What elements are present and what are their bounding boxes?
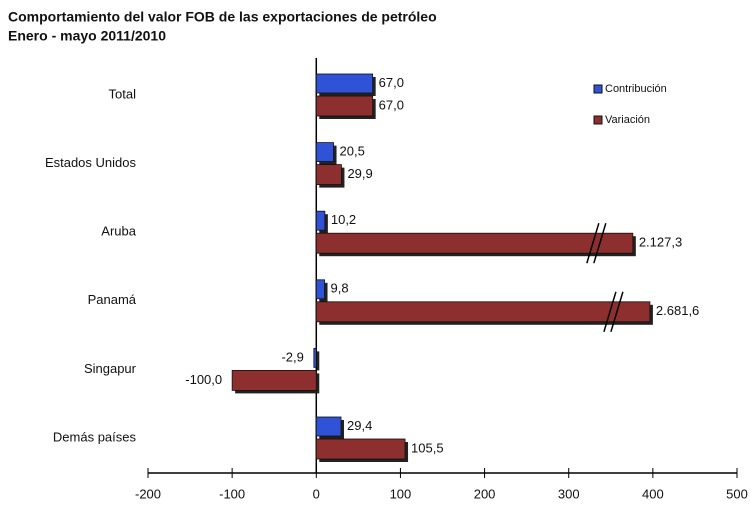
value-label: 67,0 <box>379 97 404 112</box>
x-tick-label: 300 <box>558 486 580 501</box>
bar <box>315 416 342 437</box>
legend-swatch <box>593 115 603 125</box>
category-label: Demás países <box>53 429 137 444</box>
x-tick-label: 200 <box>474 486 496 501</box>
category-label: Panamá <box>88 292 137 307</box>
bar <box>315 142 334 163</box>
value-label: -100,0 <box>185 372 222 387</box>
bar <box>315 164 342 186</box>
x-tick-label: 500 <box>726 486 748 501</box>
bar <box>313 347 317 368</box>
axis-break <box>593 222 607 264</box>
axis-break <box>603 291 617 333</box>
value-label: 10,2 <box>331 212 356 227</box>
bar <box>315 279 325 300</box>
bar <box>315 73 374 94</box>
value-label: 29,9 <box>347 166 372 181</box>
bar <box>231 369 317 391</box>
legend-label: Contribución <box>605 83 667 95</box>
value-label: 29,4 <box>347 418 372 433</box>
category-label: Aruba <box>101 224 136 239</box>
category-label: Estados Unidos <box>45 155 137 170</box>
x-tick-label: 0 <box>313 486 320 501</box>
bar <box>315 232 634 254</box>
bar <box>315 301 651 323</box>
chart-title: Comportamiento del valor FOB de las expo… <box>8 9 437 25</box>
x-tick-label: -100 <box>219 486 245 501</box>
axis-break <box>610 291 624 333</box>
bar <box>315 438 406 460</box>
value-label: 105,5 <box>411 440 444 455</box>
value-label: 2.127,3 <box>639 235 682 250</box>
value-label: -2,9 <box>281 349 303 364</box>
bar <box>315 95 374 117</box>
value-label: 67,0 <box>379 75 404 90</box>
bar-shadow <box>316 351 320 371</box>
x-tick-label: -200 <box>135 486 161 501</box>
axis-break <box>586 222 600 264</box>
x-tick-label: 400 <box>642 486 664 501</box>
category-label: Singapur <box>84 361 137 376</box>
bar <box>315 210 326 231</box>
value-label: 2.681,6 <box>656 303 699 318</box>
value-label: 9,8 <box>331 281 349 296</box>
category-label: Total <box>109 86 137 101</box>
legend-label: Variación <box>605 114 650 126</box>
x-tick-label: 100 <box>390 486 412 501</box>
chart-subtitle: Enero - mayo 2011/2010 <box>8 28 166 44</box>
legend-swatch <box>593 84 603 94</box>
value-label: 20,5 <box>340 144 365 159</box>
